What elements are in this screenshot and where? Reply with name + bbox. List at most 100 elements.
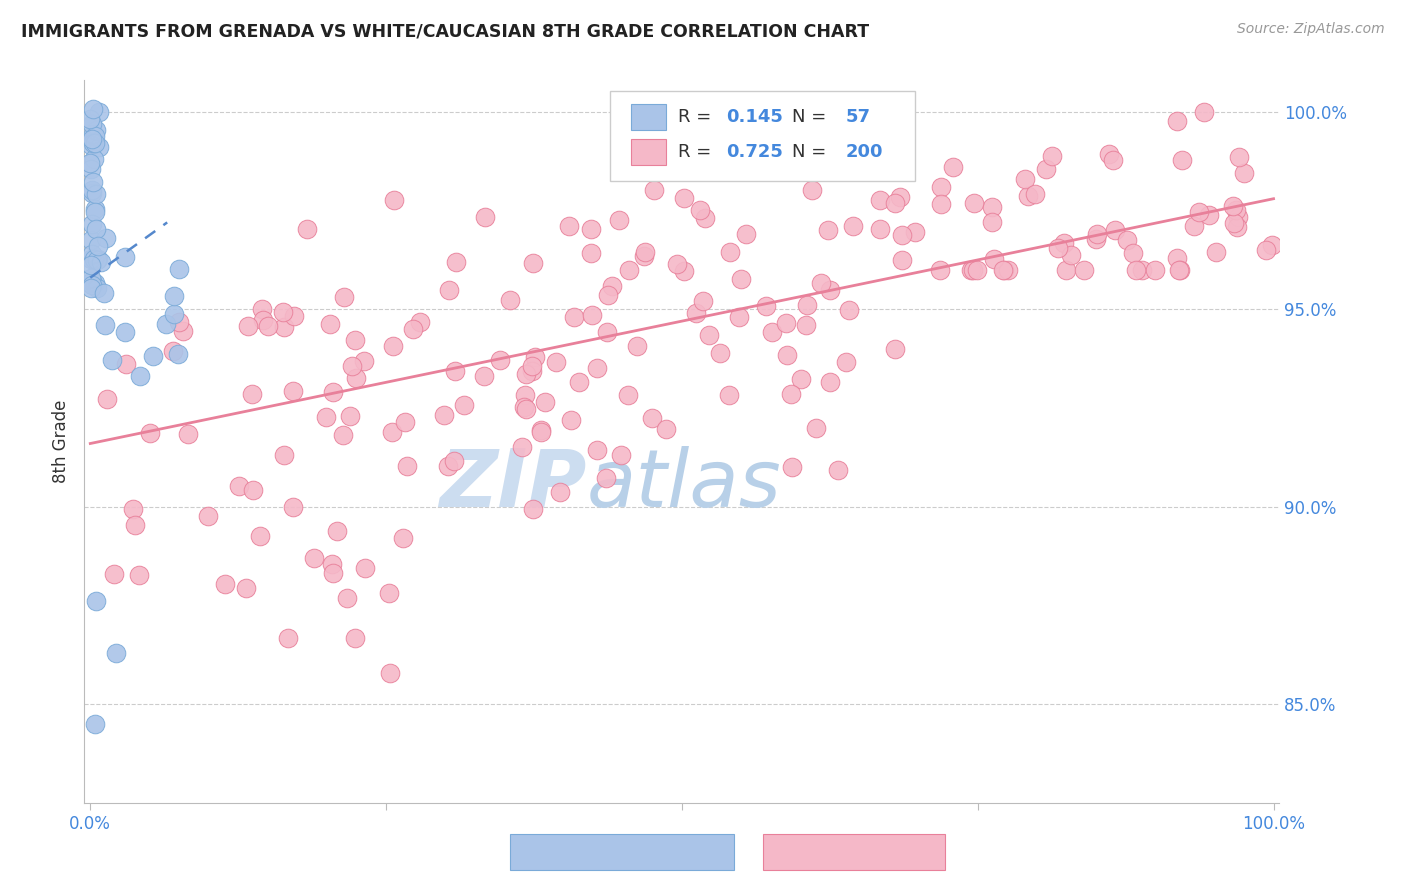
Point (1054, 262, 1077, 277)
Point (273, 448, 295, 462)
Point (84, 123, 107, 137)
Point (838, 303, 860, 318)
Point (697, 327, 720, 342)
Text: 0.145: 0.145 (725, 108, 783, 126)
Point (128, 568, 150, 582)
Point (673, 191, 696, 205)
Point (794, 318, 817, 332)
Point (689, 202, 711, 217)
Point (79, 252, 101, 266)
Point (84, 594, 107, 608)
Point (242, 483, 264, 498)
Point (869, 222, 891, 236)
Point (641, 410, 664, 425)
Point (474, 369, 496, 384)
Point (776, 348, 799, 362)
Point (332, 427, 354, 442)
Point (617, 388, 640, 402)
Point (510, 440, 533, 454)
Point (718, 388, 741, 402)
Point (942, 160, 965, 174)
Point (83, 277, 105, 291)
Point (1024, 187, 1046, 202)
Point (302, 551, 325, 566)
Point (80, 271, 103, 285)
Point (633, 245, 655, 260)
Point (378, 586, 401, 600)
Point (557, 219, 579, 233)
Point (513, 401, 536, 415)
Point (82, 136, 104, 150)
Point (273, 320, 295, 334)
Point (1261, 238, 1284, 252)
Text: N =: N = (792, 108, 832, 126)
Point (842, 219, 865, 233)
Point (993, 262, 1015, 277)
Point (79, 276, 101, 290)
Point (167, 315, 190, 329)
Point (991, 262, 1014, 277)
Text: ZIP: ZIP (439, 446, 586, 524)
Point (981, 215, 1004, 229)
Point (515, 402, 537, 417)
Point (1035, 162, 1057, 177)
Point (235, 581, 257, 595)
Bar (630, 139, 666, 165)
Point (827, 463, 849, 477)
Point (810, 276, 832, 290)
Point (391, 531, 413, 545)
Point (228, 478, 250, 492)
Point (1222, 199, 1244, 213)
Point (474, 211, 496, 225)
Point (155, 317, 177, 331)
Point (734, 227, 756, 241)
Point (1085, 227, 1108, 242)
Point (84, 136, 107, 150)
Point (761, 325, 783, 339)
Point (883, 342, 905, 356)
Point (997, 262, 1019, 277)
Point (980, 200, 1002, 214)
Point (86, 238, 108, 252)
Text: Whites/Caucasians: Whites/Caucasians (782, 845, 925, 859)
Text: R =: R = (678, 143, 717, 161)
Point (1205, 244, 1227, 259)
Point (382, 193, 405, 207)
Bar (630, 104, 666, 130)
Point (93, 318, 115, 333)
Point (84, 187, 107, 202)
Point (84, 205, 107, 219)
Point (252, 312, 274, 326)
Point (240, 386, 263, 401)
Point (124, 518, 146, 533)
Point (602, 279, 624, 293)
Point (336, 591, 359, 606)
Point (321, 558, 343, 572)
Point (1182, 219, 1205, 233)
Point (1104, 222, 1126, 236)
Point (381, 339, 404, 353)
Point (1256, 244, 1278, 258)
Point (891, 252, 914, 267)
Point (162, 343, 184, 358)
Point (84, 716, 107, 731)
Point (515, 367, 537, 381)
Point (283, 310, 305, 324)
Point (105, 646, 128, 660)
Point (281, 384, 304, 399)
Point (1233, 166, 1256, 180)
Point (82, 127, 104, 141)
Text: 0.725: 0.725 (725, 143, 783, 161)
Point (530, 425, 553, 439)
Point (1166, 113, 1188, 128)
Point (1192, 105, 1215, 120)
Text: N =: N = (792, 143, 832, 161)
Point (129, 368, 152, 383)
Point (94, 231, 117, 245)
Point (79, 156, 101, 170)
Point (82, 117, 104, 131)
Point (1084, 232, 1107, 246)
Point (80, 280, 103, 294)
Point (344, 371, 367, 385)
Point (343, 333, 366, 347)
